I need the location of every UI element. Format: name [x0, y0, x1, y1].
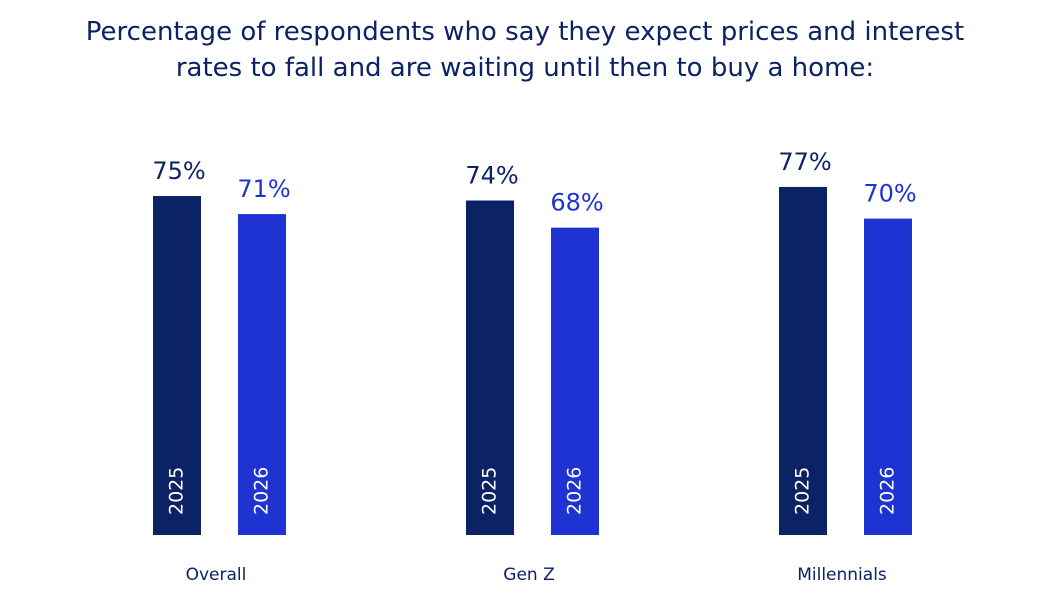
series-label: 2025 — [792, 467, 814, 515]
x-tick-label: Millennials — [797, 565, 887, 585]
value-label: 75% — [152, 157, 205, 185]
bar — [153, 196, 201, 535]
x-tick-label: Overall — [186, 565, 247, 585]
bar — [864, 218, 912, 535]
chart-title: Percentage of respondents who say they e… — [85, 17, 965, 83]
series-label: 2025 — [479, 467, 501, 515]
series-label: 2026 — [564, 467, 586, 515]
bar — [779, 186, 827, 535]
value-label: 71% — [237, 175, 290, 203]
x-tick-label: Gen Z — [503, 565, 554, 585]
series-label: 2026 — [877, 467, 899, 515]
bar — [466, 200, 514, 535]
value-label: 74% — [465, 162, 518, 190]
series-label: 2025 — [166, 467, 188, 515]
bar — [551, 227, 599, 535]
bar — [238, 214, 286, 535]
value-label: 70% — [863, 180, 916, 208]
value-label: 68% — [550, 189, 603, 217]
series-label: 2026 — [251, 467, 273, 515]
value-label: 77% — [778, 148, 831, 176]
